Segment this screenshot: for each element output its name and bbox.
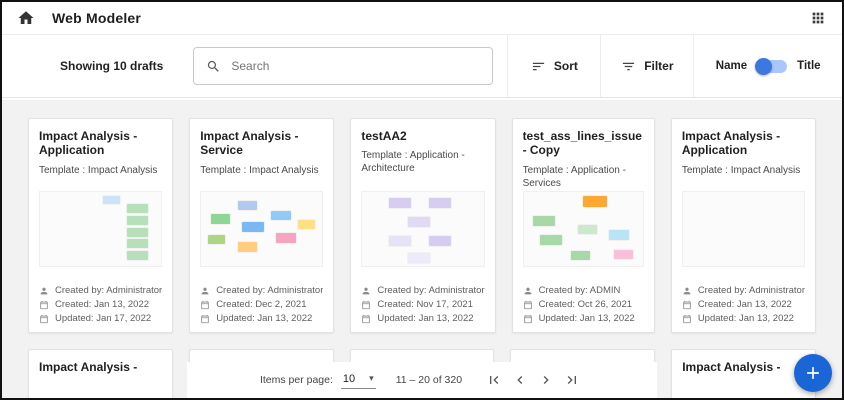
calendar-icon	[39, 314, 49, 324]
card-template: Template : Application - Services	[522, 164, 626, 187]
draft-card[interactable]: Impact Analysis -	[671, 349, 816, 398]
calendar-icon	[361, 314, 371, 324]
updated-date-text: Updated: Jan 13, 2022	[377, 313, 474, 324]
draft-card[interactable]: test_ass_lines_issue - Copy Template : A…	[511, 118, 655, 333]
created-date-text: Created: Nov 17, 2021	[377, 299, 473, 310]
calendar-icon	[39, 300, 49, 310]
card-title: test_ass_lines_issue - Copy	[522, 129, 642, 158]
drafts-grid-area: Impact Analysis - Application Template :…	[2, 100, 842, 398]
first-page-button[interactable]	[482, 368, 506, 392]
apps-grid-button[interactable]	[804, 4, 832, 32]
filter-icon	[621, 59, 636, 74]
draft-card[interactable]: Impact Analysis - Application Template :…	[28, 118, 174, 333]
add-button[interactable]	[794, 354, 832, 392]
created-by-text: Created by: Administrator	[55, 285, 163, 296]
chevron-down-icon: ▾	[369, 373, 374, 383]
items-per-page-label: Items per page:	[259, 374, 333, 386]
created-date-text: Created: Oct 26, 2021	[538, 299, 633, 310]
updated-date-text: Updated: Jan 13, 2022	[697, 313, 794, 324]
card-template: Template : Application - Architecture	[361, 150, 465, 175]
next-page-button[interactable]	[534, 368, 558, 392]
diagram-preview-thumbnail	[361, 191, 485, 267]
search-input[interactable]	[231, 59, 481, 73]
diagram-preview-thumbnail	[522, 191, 644, 267]
chevron-right-icon	[543, 376, 549, 384]
page-range-text: 11 – 20 of 320	[395, 374, 463, 386]
name-title-toggle[interactable]	[755, 57, 788, 75]
divider	[600, 35, 602, 97]
apps-grid-icon	[810, 10, 826, 26]
home-button[interactable]	[12, 4, 40, 32]
page-title: Web Modeler	[52, 10, 142, 26]
card-template: Template : Impact Analysis	[681, 164, 801, 176]
drafts-row-1: Impact Analysis - Application Template :…	[28, 118, 816, 333]
calendar-icon	[200, 314, 210, 324]
created-date-text: Created: Dec 2, 2021	[216, 299, 307, 310]
search-icon	[206, 59, 221, 74]
app-bar: Web Modeler	[2, 2, 842, 35]
filter-label: Filter	[644, 59, 674, 73]
items-per-page-select[interactable]: 10 ▾	[340, 372, 376, 389]
calendar-icon	[523, 314, 533, 324]
person-icon	[523, 286, 533, 296]
toggle-title-label: Title	[797, 60, 821, 72]
calendar-icon	[682, 314, 692, 324]
toolbar: Showing 10 drafts Sort Filter	[2, 35, 842, 98]
created-by-text: Created by: Administrator	[697, 285, 805, 296]
created-by-text: Created by: Administrator	[377, 285, 485, 296]
diagram-preview-thumbnail	[681, 191, 805, 267]
calendar-icon	[682, 300, 692, 310]
card-title: Impact Analysis - Application	[39, 129, 138, 158]
diagram-preview-thumbnail	[200, 191, 324, 267]
last-page-icon	[567, 376, 577, 384]
first-page-icon	[490, 376, 499, 384]
calendar-icon	[200, 300, 210, 310]
person-icon	[361, 286, 371, 296]
sort-icon	[531, 59, 546, 74]
person-icon	[39, 286, 49, 296]
updated-date-text: Updated: Jan 17, 2022	[55, 313, 152, 324]
toggle-thumb	[755, 57, 773, 75]
draft-card[interactable]: Impact Analysis - Service Template : Imp…	[189, 118, 335, 333]
diagram-preview-thumbnail	[39, 191, 163, 267]
card-title: Impact Analysis - Application	[681, 129, 781, 158]
calendar-icon	[523, 300, 533, 310]
plus-icon	[807, 367, 819, 379]
card-template: Template : Impact Analysis	[39, 164, 158, 176]
sort-button[interactable]: Sort	[531, 59, 578, 74]
items-per-page-value: 10	[342, 372, 356, 385]
pagination-bar: Items per page: 10 ▾ 11 – 20 of 320	[187, 362, 657, 398]
person-icon	[200, 286, 210, 296]
created-by-text: Created by: ADMIN	[538, 285, 621, 296]
calendar-icon	[361, 300, 371, 310]
divider	[693, 35, 695, 97]
drafts-count-text: Showing 10 drafts	[60, 59, 164, 73]
sort-label: Sort	[553, 59, 578, 73]
card-title: testAA2	[361, 129, 407, 143]
toggle-name-label: Name	[715, 60, 748, 72]
card-template: Template : Impact Analysis	[200, 164, 319, 176]
created-date-text: Created: Jan 13, 2022	[697, 299, 792, 310]
card-title: Impact Analysis - Service	[200, 129, 299, 158]
home-icon	[17, 9, 35, 27]
chevron-left-icon	[517, 376, 523, 384]
draft-card[interactable]: Impact Analysis - Application Template :…	[670, 118, 816, 333]
divider	[507, 35, 509, 97]
filter-button[interactable]: Filter	[621, 59, 674, 74]
updated-date-text: Updated: Jan 13, 2022	[538, 313, 635, 324]
created-date-text: Created: Jan 13, 2022	[55, 299, 150, 310]
created-by-text: Created by: Administrator	[216, 285, 324, 296]
card-title: Impact Analysis -	[682, 360, 781, 374]
search-box[interactable]	[193, 47, 494, 85]
previous-page-button[interactable]	[508, 368, 532, 392]
last-page-button[interactable]	[560, 368, 584, 392]
draft-card[interactable]: Impact Analysis -	[28, 349, 173, 398]
draft-card[interactable]: testAA2 Template : Application - Archite…	[350, 118, 496, 333]
person-icon	[682, 286, 692, 296]
updated-date-text: Updated: Jan 13, 2022	[216, 313, 313, 324]
card-title: Impact Analysis -	[39, 360, 138, 374]
